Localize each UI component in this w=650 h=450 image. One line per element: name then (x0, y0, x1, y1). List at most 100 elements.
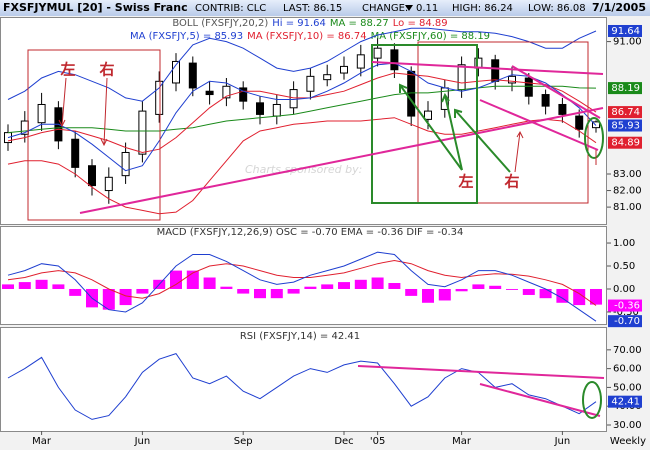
candle-body (340, 65, 348, 74)
y-tick-label: 30.00 (613, 420, 642, 431)
histogram-bar (405, 288, 418, 296)
header-title: FXSFJYMUL [20] - Swiss Franc (3, 1, 188, 14)
histogram-bar (287, 288, 300, 294)
legend-item: Hi = 91.64 (272, 18, 326, 29)
indicator-line (7, 117, 597, 215)
trend-line (511, 65, 601, 119)
candle-body (239, 87, 248, 102)
highlight-box (27, 49, 161, 221)
legend-item: Lo = 84.89 (393, 18, 448, 29)
candle-body (205, 90, 214, 96)
y-tick-label: 0.50 (613, 261, 635, 272)
histogram-bar (2, 284, 14, 289)
candle-body (407, 70, 416, 117)
histogram-bar (170, 270, 182, 289)
y-tick-label: 70.00 (613, 345, 642, 356)
candle-body (222, 85, 231, 99)
y-tick-label: 91.00 (613, 37, 642, 48)
histogram-bar (590, 288, 602, 305)
histogram-bar (119, 288, 132, 306)
y-tick-label: 0.00 (613, 284, 635, 295)
histogram-bar (338, 282, 350, 289)
candle-body (88, 165, 96, 187)
candle-body (155, 80, 164, 115)
histogram-bar (422, 288, 434, 303)
y-tick-label: 82.00 (613, 186, 642, 197)
histogram-bar (136, 288, 149, 294)
y-tick-label: 1.00 (613, 238, 635, 249)
legend-item: MA = 88.27 (330, 18, 389, 29)
y-tick-label: 50.00 (613, 382, 642, 393)
legend-item: MA (FXSFJY,60) = 88.19 (371, 31, 490, 42)
legend-item: MA (FXSFJY,10) = 86.74 (247, 31, 366, 42)
indicator-line (7, 259, 597, 306)
x-tick-label: Jun (134, 436, 151, 447)
arrow (514, 130, 524, 173)
legend-item: MA (FXSFJY,5) = 85.93 (130, 31, 243, 42)
highlight-ellipse (584, 117, 604, 159)
value-box-label: -0.36 (614, 301, 640, 312)
candle-body (121, 151, 130, 177)
value-box (608, 299, 642, 312)
legend: MA (FXSFJY,5) = 85.93 MA (FXSFJY,10) = 86… (130, 31, 490, 42)
arrow (441, 92, 463, 171)
legend-item: BOLL (FXSFJY,20,2) (172, 18, 268, 29)
arrows (58, 77, 597, 173)
candle-body (390, 49, 399, 71)
trend-line (79, 107, 604, 214)
candle-body (272, 103, 281, 117)
header-date: 7/1/2005 (592, 1, 646, 14)
value-box-label: 86.74 (611, 107, 640, 118)
candle-body (524, 77, 533, 97)
histogram-bar (556, 288, 569, 303)
histogram-bar (489, 285, 502, 289)
histogram-bar (539, 288, 552, 299)
candle-body (592, 121, 600, 129)
x-tick-label: Dec (334, 436, 353, 447)
value-box (608, 24, 642, 37)
macd-panel (0, 226, 607, 325)
candle-body (172, 60, 180, 84)
indicator-line (7, 85, 597, 134)
indicator-line (7, 27, 597, 102)
header-low: LOW: 86.08 (528, 3, 586, 14)
histogram-bar (102, 288, 115, 310)
histogram-bar (472, 284, 485, 289)
histogram-bar (52, 284, 65, 289)
y-tick-label: 81.00 (613, 202, 642, 213)
annotation: 左 (59, 61, 75, 79)
x-tick-label: '05 (370, 436, 385, 447)
header-change-value: 0.11 (416, 3, 438, 14)
y-tick-label: 83.00 (613, 169, 642, 180)
trend-line (357, 365, 605, 379)
histogram-bar (220, 286, 233, 289)
histogram-bar (254, 288, 266, 299)
trend-line (371, 61, 604, 75)
candle-body (188, 62, 197, 89)
value-box-label: 84.89 (611, 138, 640, 149)
panel-title: RSI (FXSFJY,14) = 42.41 (240, 331, 360, 342)
rsi-line (7, 353, 597, 420)
rsi-panel (0, 327, 607, 432)
annotation: 左 (457, 173, 473, 191)
histogram-bar (354, 279, 367, 289)
candle-body (575, 115, 584, 130)
candle-body (356, 54, 365, 69)
candle-body (306, 75, 315, 92)
value-box-label: -0.70 (614, 316, 640, 327)
indicator-line (7, 251, 597, 322)
candle-body (373, 47, 382, 59)
change-arrow (405, 5, 413, 11)
candle-body (424, 110, 432, 120)
trend-line (479, 383, 601, 417)
annotation: 右 (99, 61, 114, 79)
candle-body (541, 94, 550, 107)
legend: BOLL (FXSFJY,20,2) Hi = 91.64 MA = 88.27 Lo… (172, 18, 447, 29)
candle-body (37, 103, 46, 124)
value-box-label: 42.41 (611, 397, 640, 408)
candle-body (71, 138, 80, 168)
arrow (454, 108, 511, 173)
value-box (608, 119, 642, 132)
header-change: CHANGE: (362, 3, 408, 14)
